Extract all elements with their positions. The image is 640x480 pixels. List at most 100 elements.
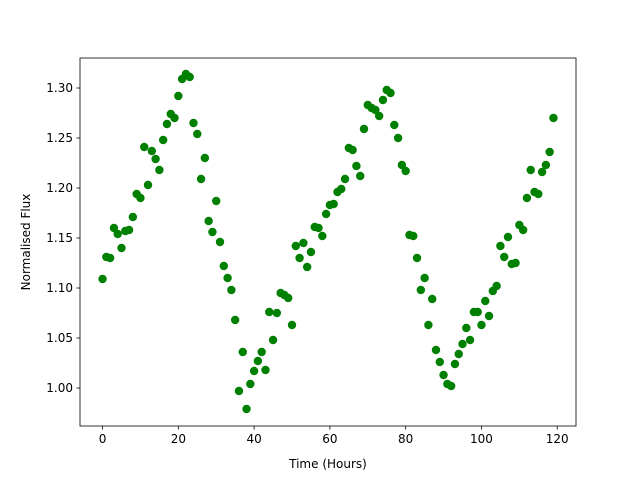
point bbox=[306, 247, 316, 257]
x-tick-label: 60 bbox=[322, 432, 337, 446]
point bbox=[401, 166, 410, 176]
point bbox=[299, 238, 308, 248]
point bbox=[503, 232, 513, 242]
point bbox=[499, 252, 509, 262]
y-tick-label: 1.10 bbox=[46, 281, 73, 295]
point bbox=[238, 347, 247, 357]
point bbox=[541, 160, 551, 170]
point bbox=[287, 320, 297, 330]
point bbox=[158, 135, 168, 145]
point bbox=[458, 339, 467, 349]
point bbox=[268, 335, 278, 345]
point bbox=[446, 381, 456, 391]
point bbox=[534, 189, 543, 199]
point bbox=[378, 95, 388, 105]
point bbox=[337, 184, 346, 194]
point bbox=[329, 199, 338, 209]
point bbox=[518, 225, 528, 235]
x-tick-label: 40 bbox=[246, 432, 261, 446]
point bbox=[215, 237, 225, 247]
point bbox=[318, 231, 327, 241]
point bbox=[348, 145, 357, 155]
y-tick-label: 1.30 bbox=[46, 81, 73, 95]
point bbox=[412, 253, 422, 263]
point bbox=[208, 227, 217, 237]
point bbox=[356, 171, 365, 181]
point bbox=[155, 165, 164, 175]
point bbox=[416, 285, 426, 295]
point bbox=[473, 307, 482, 317]
point bbox=[151, 154, 160, 164]
point bbox=[291, 241, 300, 251]
point bbox=[109, 223, 119, 233]
point bbox=[174, 91, 183, 101]
point bbox=[200, 153, 210, 163]
point bbox=[359, 124, 369, 134]
point bbox=[223, 273, 232, 283]
point bbox=[481, 296, 490, 306]
x-tick-label: 120 bbox=[546, 432, 569, 446]
point bbox=[302, 262, 312, 272]
point bbox=[193, 129, 202, 139]
point bbox=[428, 294, 437, 304]
y-axis-label: Normalised Flux bbox=[19, 194, 33, 291]
point bbox=[492, 281, 501, 291]
point bbox=[511, 258, 520, 268]
point bbox=[340, 174, 350, 184]
y-tick-label: 1.00 bbox=[46, 381, 73, 395]
y-tick-label: 1.20 bbox=[46, 181, 73, 195]
point bbox=[386, 88, 395, 98]
point bbox=[537, 167, 547, 177]
x-tick-label: 20 bbox=[171, 432, 186, 446]
point bbox=[371, 105, 380, 115]
point bbox=[284, 293, 293, 303]
point bbox=[272, 308, 282, 318]
point bbox=[314, 223, 323, 233]
point bbox=[189, 118, 198, 128]
point bbox=[185, 72, 194, 82]
point bbox=[321, 209, 331, 219]
point bbox=[162, 119, 172, 129]
point bbox=[439, 370, 448, 380]
point bbox=[454, 349, 463, 359]
point bbox=[484, 311, 494, 321]
point bbox=[522, 193, 532, 203]
point bbox=[98, 274, 107, 284]
point bbox=[246, 379, 255, 389]
y-tick-label: 1.15 bbox=[46, 231, 73, 245]
point bbox=[295, 253, 304, 263]
point bbox=[170, 113, 179, 123]
point bbox=[143, 180, 153, 190]
point bbox=[265, 307, 274, 317]
point bbox=[234, 386, 244, 396]
point bbox=[450, 359, 460, 369]
point bbox=[545, 147, 554, 157]
point bbox=[397, 160, 407, 170]
y-tick-label: 1.05 bbox=[46, 331, 73, 345]
point bbox=[257, 347, 266, 357]
point bbox=[227, 285, 236, 295]
point bbox=[117, 243, 126, 253]
point bbox=[549, 113, 558, 123]
point bbox=[128, 212, 138, 222]
point bbox=[409, 231, 418, 241]
point bbox=[196, 174, 206, 184]
axes-frame bbox=[79, 57, 577, 427]
x-axis-label: Time (Hours) bbox=[288, 457, 367, 471]
point bbox=[105, 253, 115, 263]
point bbox=[435, 357, 444, 367]
point bbox=[526, 165, 535, 175]
point bbox=[390, 120, 399, 130]
point bbox=[496, 241, 505, 251]
x-tick-label: 80 bbox=[398, 432, 413, 446]
point bbox=[462, 323, 471, 333]
point bbox=[352, 161, 361, 171]
point bbox=[242, 404, 251, 414]
point bbox=[393, 133, 403, 143]
point bbox=[261, 365, 270, 375]
point bbox=[140, 142, 149, 152]
point bbox=[374, 111, 384, 121]
point bbox=[204, 216, 213, 226]
point bbox=[424, 320, 433, 330]
